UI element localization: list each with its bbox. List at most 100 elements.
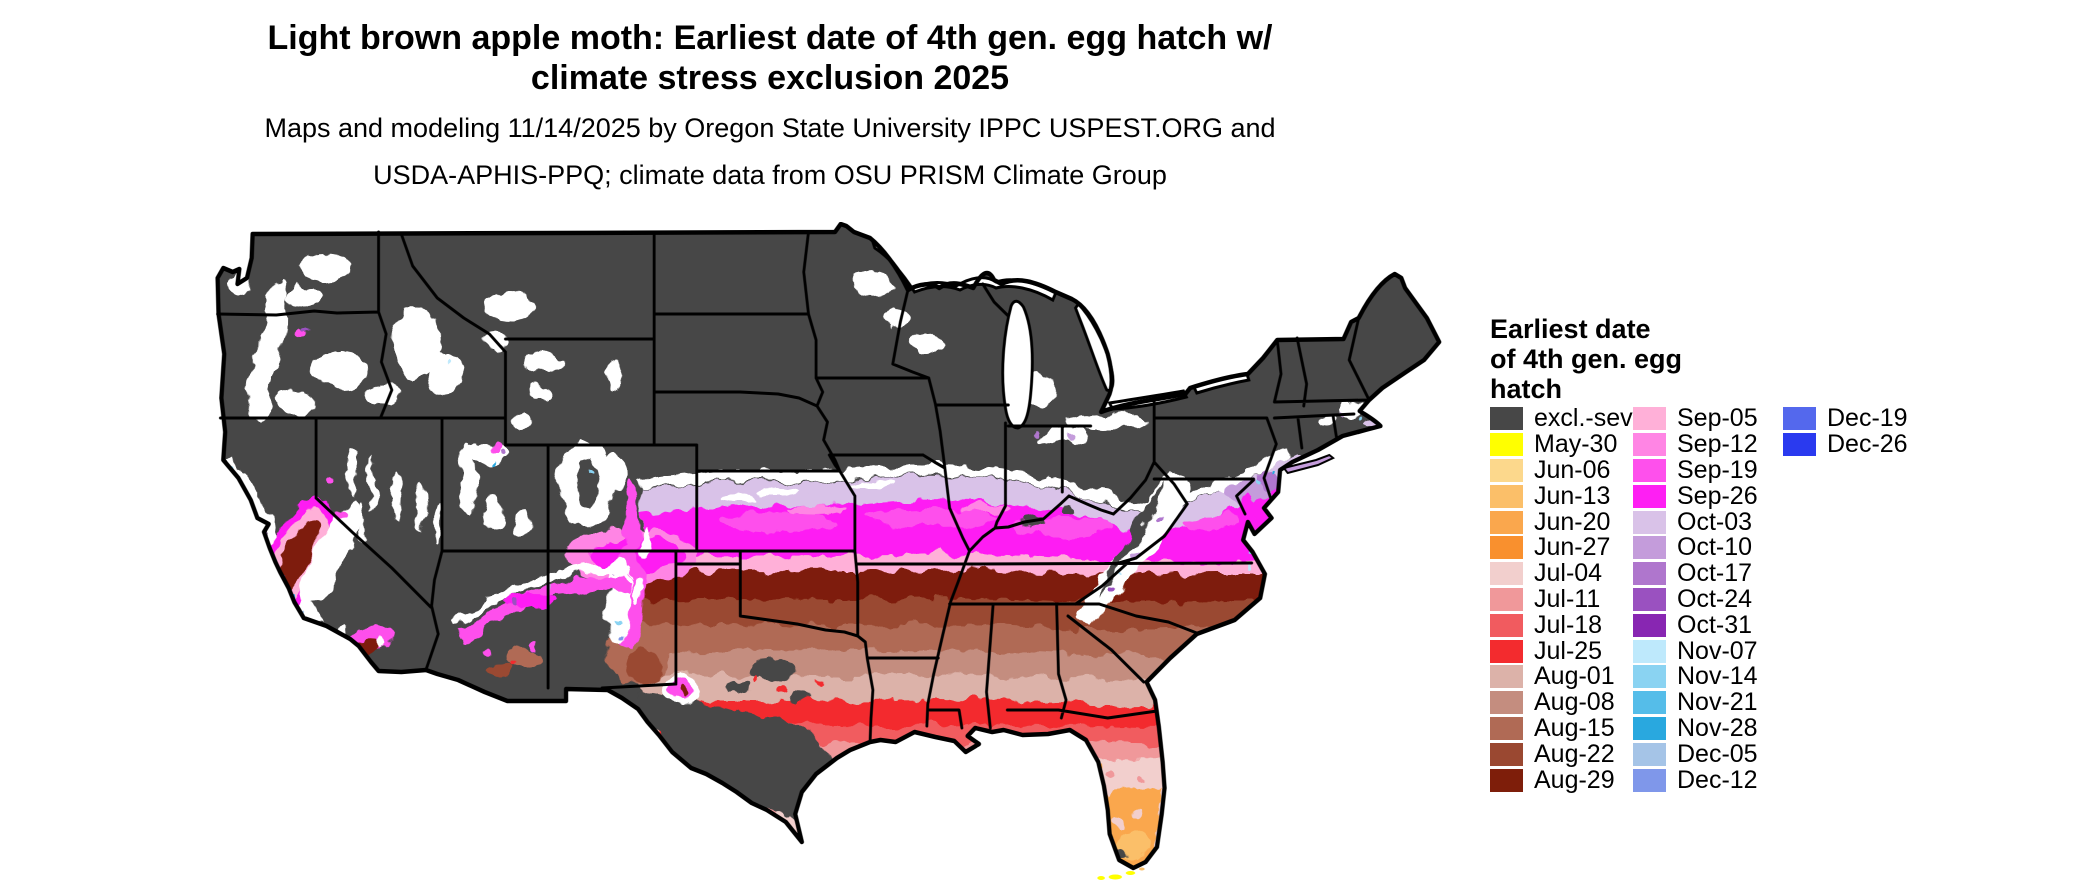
long-island	[1282, 453, 1335, 475]
legend-row: Nov-21	[1633, 688, 1758, 716]
legend-swatch	[1633, 613, 1666, 637]
cyan-speck	[1245, 565, 1249, 569]
davis-mtns-core	[679, 689, 686, 697]
wy-white	[511, 414, 534, 430]
legend-row: Oct-24	[1633, 584, 1758, 613]
uinta-magenta	[490, 442, 502, 454]
legend-label: Dec-12	[1677, 765, 1758, 794]
legend-swatch	[1490, 536, 1523, 560]
co-white	[607, 452, 627, 492]
gray-mottle	[723, 679, 750, 693]
legend-label: Aug-29	[1534, 765, 1615, 794]
bighorn-white	[607, 358, 623, 390]
legend-swatch	[1490, 510, 1523, 534]
magenta-speck	[531, 643, 537, 649]
legend-label: Sep-26	[1677, 481, 1758, 510]
white-speck	[633, 576, 643, 604]
keys-yellow	[1125, 871, 1136, 875]
magenta-speck	[326, 473, 336, 483]
legend-label: Sep-12	[1677, 430, 1758, 459]
legend-label: Nov-07	[1677, 636, 1758, 665]
red-speck	[508, 661, 514, 667]
legend-swatch	[1633, 407, 1666, 431]
band-sep-12-patch	[962, 503, 1011, 513]
blue-speck	[620, 635, 625, 639]
map-legend: Earliest date of 4th gen. egg hatch excl…	[1490, 314, 2050, 794]
purple-speck	[510, 599, 516, 605]
cyan-speck	[1357, 416, 1362, 420]
legend-row: Jul-04	[1490, 559, 1638, 588]
legend-swatch	[1783, 433, 1816, 457]
legend-row: May-30	[1490, 430, 1638, 458]
white-speck	[376, 638, 385, 646]
legend-row: Dec-26	[1783, 430, 1908, 459]
salmon-speck	[1138, 774, 1147, 782]
legend-swatch	[1490, 484, 1523, 508]
legend-row: Dec-12	[1633, 765, 1758, 794]
legend-label: Dec-05	[1677, 739, 1758, 768]
legend-swatch	[1633, 665, 1666, 689]
white-speck	[848, 480, 898, 488]
wisconsin-white	[908, 334, 943, 354]
legend-label: Aug-08	[1534, 688, 1615, 717]
legend-row: Dec-05	[1633, 739, 1758, 768]
legend-label: Aug-15	[1534, 713, 1615, 742]
legend-swatch	[1633, 716, 1666, 740]
legend-swatch	[1633, 458, 1666, 482]
florida-keys	[1097, 867, 1145, 880]
legend-swatch	[1633, 639, 1666, 663]
legend-row: Sep-05	[1633, 404, 1758, 432]
legend-row: Jul-18	[1490, 611, 1638, 639]
idaho-white	[427, 352, 462, 396]
legend-swatch	[1490, 433, 1523, 457]
band-sep-12-patch	[787, 505, 845, 515]
legend-label: Jun-13	[1534, 481, 1611, 510]
appalachian-gray-core	[1102, 480, 1167, 596]
legend-row: Aug-29	[1490, 765, 1638, 794]
map-subtitle-line1: Maps and modeling 11/14/2025 by Oregon S…	[264, 113, 1276, 143]
white-speck	[725, 494, 756, 502]
us-map	[215, 222, 1442, 880]
pink-mottle	[1131, 807, 1141, 817]
legend-swatch	[1490, 613, 1523, 637]
legend-swatch	[1633, 510, 1666, 534]
legend-swatch	[1490, 716, 1523, 740]
nv-range-white	[416, 484, 425, 532]
legend-label: Jun-27	[1534, 533, 1611, 562]
legend-row: Jun-27	[1490, 533, 1638, 562]
white-speck	[757, 488, 800, 496]
legend-row: Aug-08	[1490, 688, 1638, 717]
purple-speck	[1110, 583, 1117, 589]
legend-column-2: Sep-05 Sep-12 Sep-19 Sep-26 Oct-03	[1633, 404, 1758, 794]
map-subtitle-line2: USDA-APHIS-PPQ; climate data from OSU PR…	[373, 160, 1167, 190]
central-florida-pink	[1088, 756, 1163, 798]
purple-speck	[303, 327, 310, 333]
se-or-white	[365, 383, 400, 405]
pink-mottle	[1111, 816, 1123, 828]
legend-label: Jul-04	[1534, 559, 1603, 588]
blue-mtns-white	[312, 352, 370, 388]
wa-white	[285, 287, 320, 307]
ne-wa-white	[299, 253, 349, 281]
co-rockies-gray-core	[575, 460, 599, 508]
legend-row: excl.-sev.	[1490, 404, 1638, 432]
lavender-speck	[799, 487, 834, 497]
legend-label: Oct-24	[1677, 584, 1753, 613]
nv-range-white	[433, 502, 442, 542]
legend-row: Jun-20	[1490, 508, 1638, 536]
legend-label: Dec-26	[1827, 430, 1908, 459]
se-new-mexico-brown-core	[624, 648, 663, 684]
legend-title: Earliest date of 4th gen. egg hatch	[1490, 314, 1682, 404]
legend-row: Nov-14	[1633, 662, 1758, 690]
wasatch-white	[460, 444, 476, 516]
red-speck	[818, 681, 825, 687]
mt-white	[484, 293, 538, 319]
legend-label: Oct-03	[1677, 507, 1753, 536]
us-map-container	[210, 222, 1460, 882]
legend-row: Jun-06	[1490, 456, 1638, 484]
gray-mottle	[1119, 848, 1131, 856]
legend-row: Sep-19	[1633, 456, 1758, 484]
legend-swatch	[1633, 536, 1666, 560]
legend-swatch	[1490, 407, 1523, 431]
state-borders	[216, 230, 1371, 744]
